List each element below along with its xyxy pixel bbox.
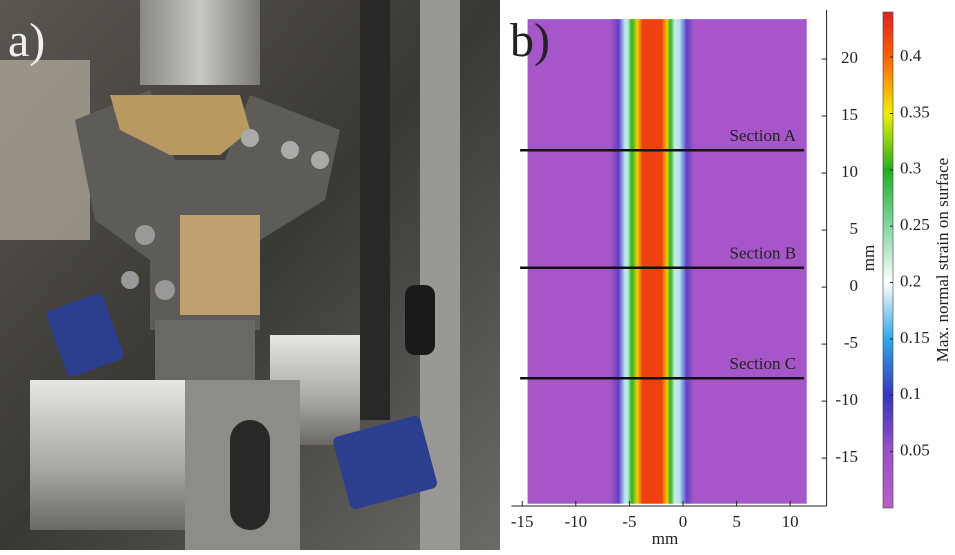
y-tick-label: 5 (850, 219, 859, 238)
x-tick-label: -5 (622, 512, 636, 531)
heat-cell (619, 19, 625, 504)
heat-cell (674, 19, 680, 504)
heat-cell (528, 19, 611, 504)
colorbar-tick-label: 0.05 (900, 441, 930, 460)
colorbar (883, 12, 893, 508)
colorbar-tick-label: 0.4 (900, 46, 922, 65)
colorbar-label: Max. normal strain on surface (933, 158, 952, 362)
colorbar-tick-label: 0.15 (900, 328, 930, 347)
y-tick-label: 15 (841, 105, 858, 124)
colorbar-tick-label: 0.2 (900, 271, 921, 290)
x-tick-label: -10 (564, 512, 587, 531)
section-label: Section B (729, 244, 796, 263)
colorbar-tick-label: 0.35 (900, 102, 930, 121)
y-tick-label: 20 (841, 48, 858, 67)
section-label: Section C (729, 354, 796, 373)
y-tick-label: 10 (841, 162, 858, 181)
heat-cell (642, 19, 662, 504)
heat-cell (686, 19, 694, 504)
x-tick-label: -15 (511, 512, 534, 531)
y-tick-label: 0 (850, 276, 859, 295)
colorbar-tick-label: 0.1 (900, 384, 921, 403)
y-tick-label: -5 (844, 333, 858, 352)
heat-cell (624, 19, 628, 504)
heat-cell (637, 19, 643, 504)
panel-label: b) (510, 14, 550, 67)
heat-cell (632, 19, 638, 504)
photo: a) (0, 0, 500, 550)
y-tick-label: -15 (835, 447, 858, 466)
colorbar-tick-label: 0.3 (900, 159, 921, 178)
y-axis-label: mm (859, 245, 878, 271)
x-axis-label: mm (652, 529, 678, 548)
heat-cell (680, 19, 687, 504)
x-tick-label: 5 (732, 512, 741, 531)
heat-cell (610, 19, 619, 504)
panel-label: a) (8, 14, 45, 67)
x-tick-label: 0 (679, 512, 688, 531)
section-label: Section A (729, 126, 796, 145)
heat-cell (627, 19, 632, 504)
heatmap-panel: Section A Section B Section C -15 -10 -5 0 5 10 -… (510, 10, 952, 548)
heat-cell (662, 19, 668, 504)
colorbar-tick-label: 0.25 (900, 215, 930, 234)
heat-cell (670, 19, 675, 504)
y-tick-label: -10 (835, 390, 858, 409)
heat-cell (667, 19, 671, 504)
x-tick-label: 10 (782, 512, 799, 531)
